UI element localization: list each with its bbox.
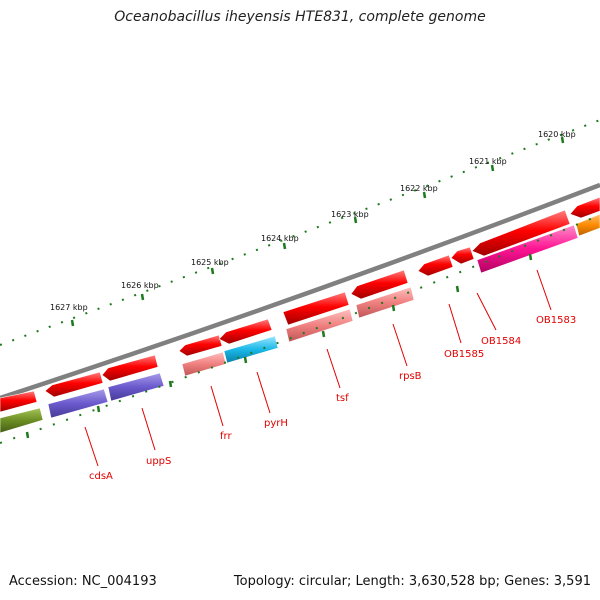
kbp-label-1623: 1623 kbp <box>331 210 369 219</box>
kbp-label-1620: 1620 kbp <box>538 130 576 139</box>
cog-block <box>47 388 109 419</box>
cog-block <box>0 407 44 434</box>
gene-label-leaders <box>84 269 552 467</box>
cog-block <box>476 224 579 274</box>
gene-label-tsf: tsf <box>336 393 349 404</box>
cds-arrow <box>101 354 159 382</box>
cds-arrow <box>417 254 454 277</box>
gene-label-OB1583: OB1583 <box>536 315 576 326</box>
cds-arrow <box>450 246 475 265</box>
genome-summary-text: Topology: circular; Length: 3,630,528 bp… <box>233 574 591 589</box>
ruler-major-ticks <box>70 136 565 327</box>
kbp-label-1625: 1625 kbp <box>191 258 229 267</box>
kbp-label-1622: 1622 kbp <box>400 184 438 193</box>
kbp-label-1624: 1624 kbp <box>261 234 299 243</box>
cog-block <box>285 308 354 343</box>
cog-block <box>107 372 165 402</box>
gene-label-cdsA: cdsA <box>89 471 113 482</box>
cds-arrow <box>0 390 38 413</box>
cds-arrow <box>569 196 600 219</box>
gene-label-OB1585: OB1585 <box>444 349 484 360</box>
cds-arrow <box>471 209 571 257</box>
genome-backbone <box>0 182 600 401</box>
map-title: Oceanobacillus iheyensis HTE831, complet… <box>114 9 486 25</box>
gene-label-uppS: uppS <box>146 456 171 467</box>
gene-label-OB1584: OB1584 <box>481 336 521 347</box>
cds-arrow <box>44 371 104 398</box>
gene-label-frr: frr <box>220 431 232 442</box>
cds-arrow <box>282 291 350 326</box>
gene-label-pyrH: pyrH <box>264 418 288 429</box>
cog-track <box>0 213 600 434</box>
cog-block <box>575 213 600 237</box>
cds-arrow <box>178 334 223 357</box>
kbp-label-1621: 1621 kbp <box>469 157 507 166</box>
cog-block <box>181 351 227 377</box>
cog-block <box>223 335 279 364</box>
kbp-label-1627: 1627 kbp <box>50 303 88 312</box>
accession-text: Accession: NC_004193 <box>9 574 157 589</box>
cog-block <box>355 286 415 319</box>
forward-cds-track <box>0 196 600 413</box>
cds-arrow <box>218 318 273 345</box>
cds-arrow <box>350 269 409 300</box>
gene-label-rpsB: rpsB <box>399 371 422 382</box>
inner-ruler-major-ticks <box>25 253 533 439</box>
kbp-label-1626: 1626 kbp <box>121 281 159 290</box>
